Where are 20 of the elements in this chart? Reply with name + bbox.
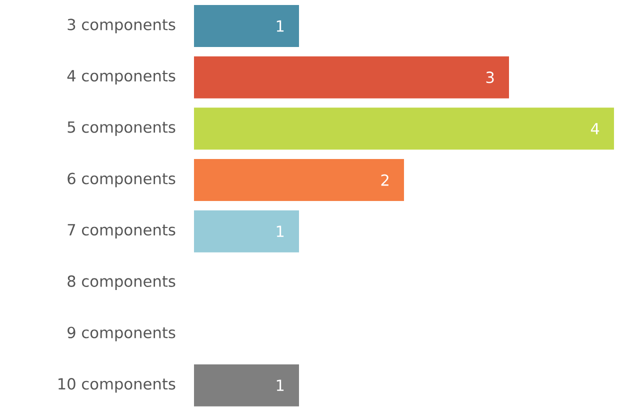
data-label: 3 bbox=[486, 72, 494, 84]
data-label: 1 bbox=[276, 380, 284, 391]
y-tick-label: 7 components bbox=[68, 224, 176, 239]
y-tick-label: 8 components bbox=[68, 275, 176, 290]
bar bbox=[194, 5, 299, 48]
y-tick-label: 5 components bbox=[68, 122, 176, 136]
y-tick-label: 10 components bbox=[58, 378, 176, 393]
bar bbox=[194, 56, 509, 98]
y-tick-label: 4 components bbox=[67, 70, 176, 85]
bar bbox=[194, 108, 614, 150]
bar bbox=[194, 364, 299, 406]
data-label: 1 bbox=[276, 226, 284, 237]
y-tick-label: 9 components bbox=[68, 326, 176, 342]
data-label: 4 bbox=[590, 123, 600, 134]
data-label: 2 bbox=[381, 174, 388, 186]
y-tick-label: 6 components bbox=[68, 172, 176, 188]
data-label: 1 bbox=[276, 20, 284, 32]
y-tick-label: 3 components bbox=[68, 18, 176, 34]
bar bbox=[194, 159, 404, 202]
bar bbox=[194, 210, 299, 252]
